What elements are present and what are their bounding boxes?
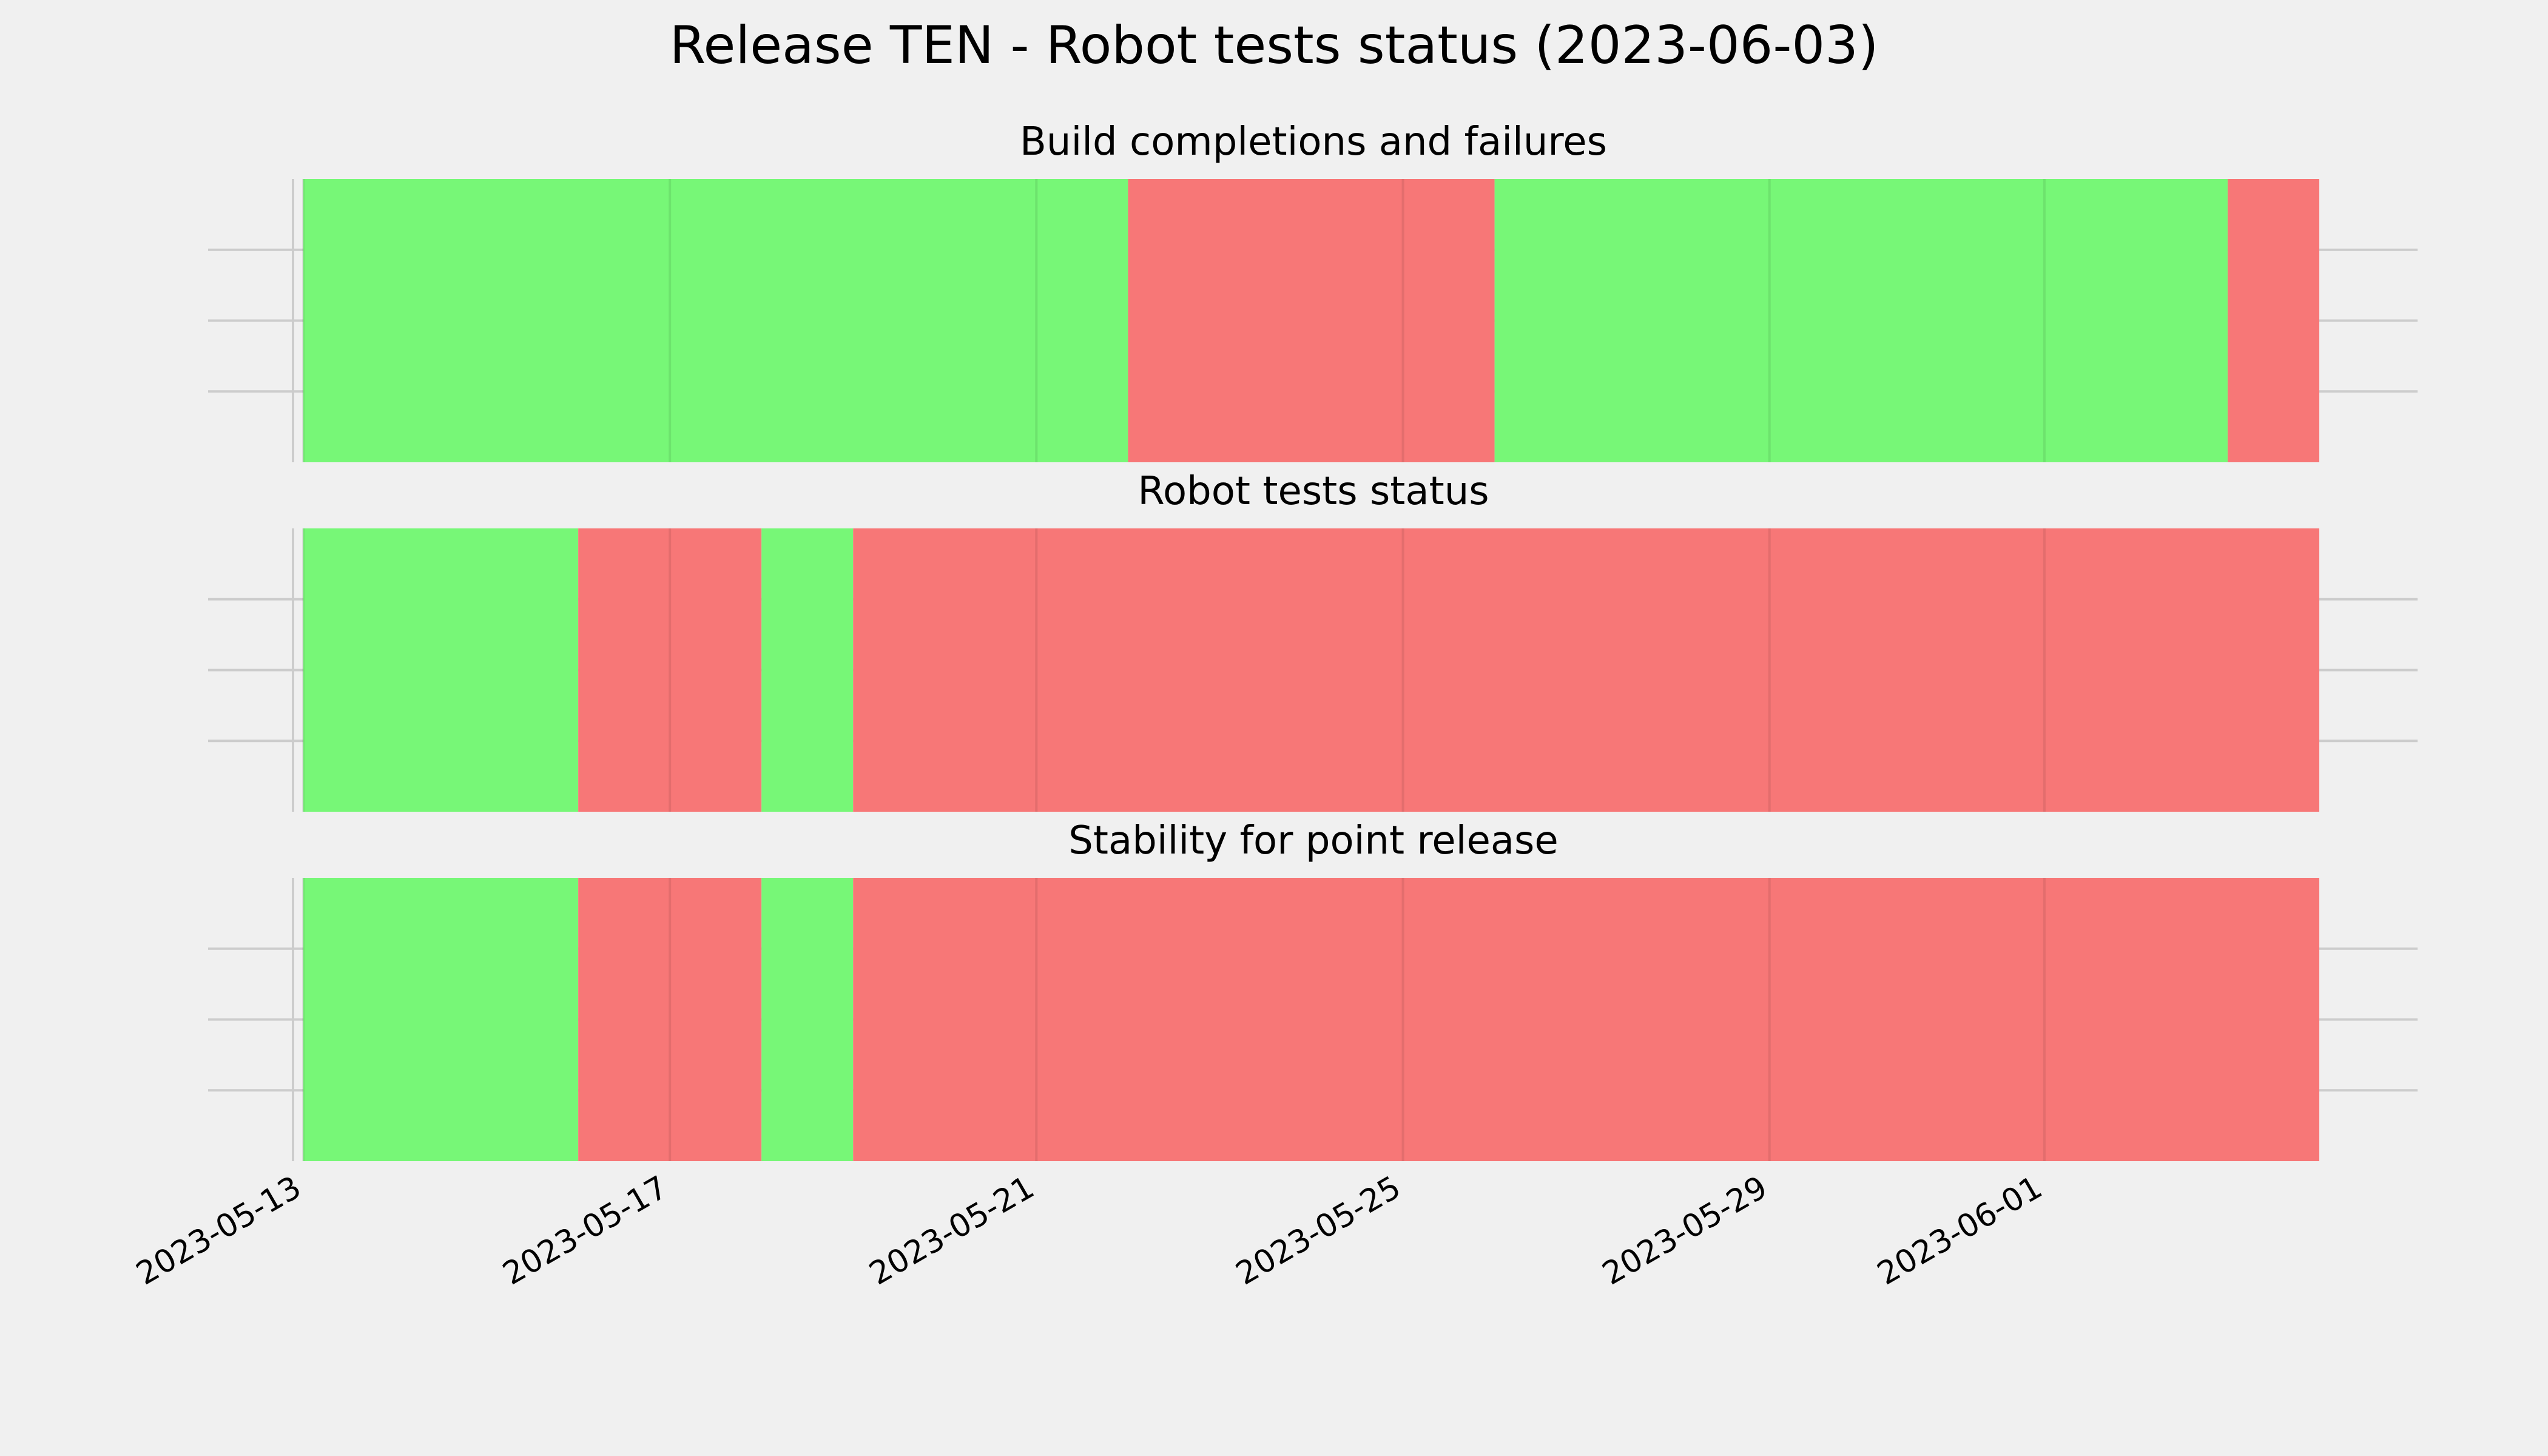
panel-1: Build completions and failures [208, 120, 2418, 462]
panel-2: Robot tests status [208, 469, 2418, 812]
status-segment-fail [2227, 179, 2319, 462]
status-segment-pass [303, 179, 1128, 462]
status-segment-pass [1494, 179, 2228, 462]
panels: Build completions and failures Robot test… [208, 120, 2418, 1161]
panel-title: Stability for point release [1068, 818, 1559, 863]
chart-title: Release TEN - Robot tests status (2023-0… [670, 15, 1879, 76]
status-segment-pass [303, 528, 579, 812]
status-segment-pass [761, 878, 854, 1161]
panel-3: Stability for point release [208, 818, 2418, 1161]
status-segment-fail [578, 528, 762, 812]
status-segment-fail [578, 878, 762, 1161]
panel-title: Robot tests status [1138, 469, 1489, 514]
status-segment-pass [303, 878, 579, 1161]
status-segment-fail [853, 528, 2319, 812]
status-segment-fail [1128, 179, 1495, 462]
panel-title: Build completions and failures [1020, 120, 1607, 164]
status-segment-fail [853, 878, 2319, 1161]
status-segment-pass [761, 528, 854, 812]
